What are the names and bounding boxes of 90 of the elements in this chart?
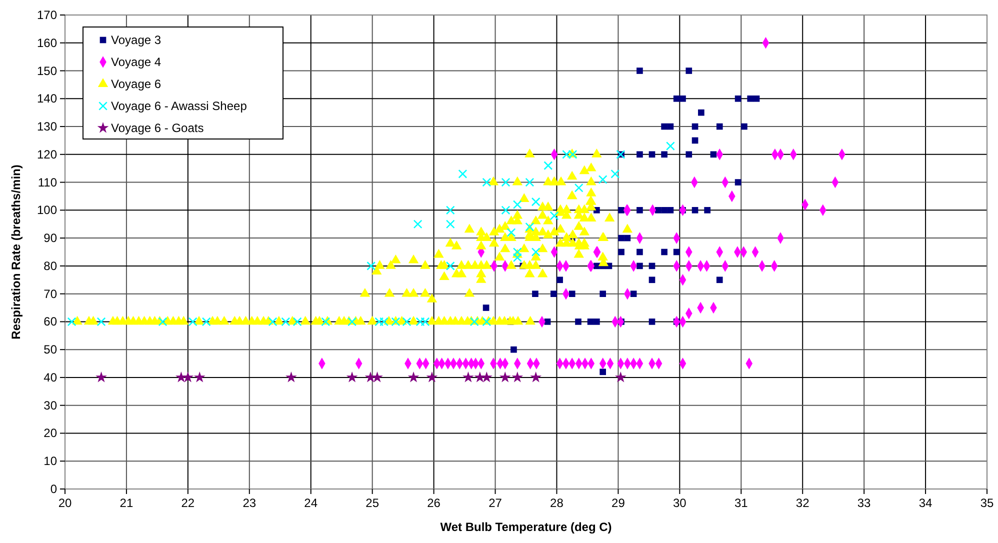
legend-label: Voyage 6 - Goats [111,121,204,135]
point [462,372,474,382]
y-tick-label: 0 [50,482,58,496]
point [501,178,510,187]
y-tick-label: 120 [36,147,58,162]
point [366,261,376,270]
point [480,372,492,382]
legend-label: Voyage 6 [111,77,162,91]
y-tick-label: 100 [36,203,58,218]
point [292,317,302,326]
point [364,372,376,382]
y-tick-label: 140 [36,92,58,106]
point [512,372,524,382]
point [96,317,106,326]
x-tick-label: 34 [918,496,933,510]
x-tick-label: 33 [857,496,872,510]
x-tick-label: 25 [366,496,380,510]
y-tick-label: 130 [36,120,58,134]
y-tick-label: 90 [44,231,58,246]
point [321,317,330,326]
point [402,317,412,326]
y-tick-label: 30 [44,398,58,412]
x-tick-label: 22 [181,496,195,510]
y-tick-label: 110 [38,175,58,190]
point [574,183,584,192]
y-tick-label: 40 [44,370,58,384]
point [501,206,510,215]
point [268,317,278,326]
point [372,372,383,382]
point [188,317,198,326]
x-tick-label: 35 [980,496,994,510]
point [550,211,559,220]
point [446,220,455,229]
point [470,317,479,326]
point [281,317,290,326]
point [482,317,492,326]
point [525,178,534,187]
point [531,248,540,256]
point [530,372,542,382]
point [614,372,626,382]
y-axis-title: Respiration Rate (breaths/min) [9,164,23,340]
point [182,372,194,382]
x-tick-label: 31 [734,496,748,510]
point [67,317,76,326]
point [413,220,422,229]
point [458,169,468,178]
y-tick-label: 70 [44,286,58,301]
point [531,197,540,206]
point [96,372,107,382]
y-tick-label: 170 [36,8,58,22]
point [482,178,492,187]
legend-label: Voyage 6 - Awassi Sheep [111,99,248,113]
point [286,372,297,382]
point [202,317,211,326]
x-tick-label: 32 [796,496,810,510]
point [666,142,675,151]
point [512,200,522,210]
x-tick-label: 21 [120,496,134,510]
point [512,253,522,262]
x-tick-label: 24 [304,496,318,510]
y-tick-label: 10 [44,454,58,468]
legend-label: Voyage 3 [111,33,162,47]
x-tick-label: 29 [612,496,626,510]
x-tick-label: 23 [242,496,256,510]
x-tick-label: 30 [672,496,687,510]
x-tick-label: 27 [488,496,502,510]
point [544,161,553,170]
y-tick-label: 50 [44,342,58,357]
point [408,372,420,382]
x-tick-label: 28 [550,496,564,510]
y-tick-label: 60 [44,314,58,329]
legend-label: Voyage 4 [111,55,162,69]
point [506,228,516,237]
point [346,372,358,382]
point [158,317,168,326]
y-tick-label: 150 [36,64,58,78]
point [446,206,455,215]
x-tick-label: 20 [58,496,72,510]
point [348,317,357,326]
point [426,372,438,382]
y-tick-label: 160 [36,36,58,50]
point [194,372,206,382]
point [598,175,608,184]
point [610,169,620,178]
x-tick-label: 26 [427,496,441,510]
y-tick-label: 20 [44,426,58,440]
point [446,261,455,270]
y-tick-label: 80 [44,258,58,273]
point [499,372,511,382]
x-axis-title: Wet Bulb Temperature (deg C) [440,520,612,534]
